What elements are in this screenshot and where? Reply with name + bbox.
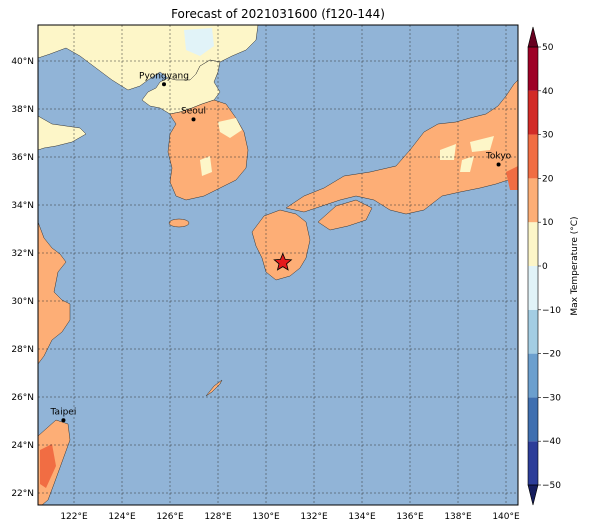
colorbar-label: Max Temperature (°C): [570, 216, 580, 315]
colorbar-segment: [528, 134, 538, 179]
colorbar-tick-label: 20: [542, 174, 554, 184]
lat-tick-labels: 22°N 24°N 26°N 28°N 30°N 32°N 34°N 36°N 38°N 40°N: [11, 57, 34, 499]
lat-tick-label: 24°N: [11, 441, 34, 451]
city-dot: [61, 418, 66, 423]
lon-tick-label: 132°E: [300, 512, 328, 522]
land-honshu: [285, 79, 518, 215]
lon-tick-label: 138°E: [444, 512, 472, 522]
lat-tick-label: 30°N: [11, 297, 34, 307]
city-label: Seoul: [181, 106, 206, 116]
colorbar-segment: [528, 309, 538, 354]
colorbar-tick-label: −50: [542, 481, 561, 491]
lat-tick-label: 40°N: [11, 57, 34, 67]
star-icon: [273, 252, 293, 271]
colorbar-tick-label: −10: [542, 306, 561, 316]
land-korea-warm-patch: [218, 118, 242, 138]
lat-tick-label: 28°N: [11, 345, 34, 355]
city-dot: [496, 162, 501, 167]
lon-tick-label: 124°E: [108, 512, 136, 522]
lat-tick-label: 26°N: [11, 393, 34, 403]
gridlines: [38, 25, 518, 505]
land-honshu-snow-1: [440, 144, 456, 160]
lat-tick-label: 22°N: [11, 489, 34, 499]
colorbar-segment: [528, 266, 538, 310]
lon-tick-label: 122°E: [60, 512, 88, 522]
colorbar-segment: [528, 90, 538, 135]
colorbar-tick-label: −20: [542, 350, 561, 360]
lon-tick-label: 134°E: [348, 512, 376, 522]
colorbar: 50 40 30 20 10 0 −10 −20 −30 −40 −50: [527, 26, 561, 506]
map-frame: [37, 24, 519, 506]
lon-tick-label: 126°E: [156, 512, 184, 522]
land-snow-patch: [184, 28, 214, 56]
lon-tick-label: 128°E: [204, 512, 232, 522]
city-label: Tokyo: [485, 151, 512, 161]
colorbar-segment: [528, 178, 538, 223]
city-label: Taipei: [50, 407, 77, 417]
colorbar-segment: [528, 353, 538, 398]
colorbar-tick-label: 40: [542, 87, 554, 97]
map-canvas: [38, 25, 518, 505]
colorbar-segment: [528, 222, 538, 266]
colorbar-under-arrow: [527, 484, 539, 506]
colorbar-over-arrow: [527, 26, 539, 48]
land-ryukyu: [205, 379, 223, 397]
lat-tick-label: 34°N: [11, 201, 34, 211]
lat-tick-label: 36°N: [11, 153, 34, 163]
land-kyushu: [251, 209, 311, 281]
city-markers: Pyongyang Seoul Tokyo Taipei: [50, 71, 512, 423]
colorbar-segment: [528, 47, 538, 91]
land-taiwan-hot-patch: [40, 444, 56, 488]
lat-tick-label: 32°N: [11, 249, 34, 259]
land-honshu-snow-3: [460, 156, 474, 172]
colorbar-tick-label: 50: [542, 43, 554, 53]
land-china-coast: [38, 221, 71, 365]
city-dot: [191, 117, 196, 122]
lon-tick-label: 140°E: [492, 512, 520, 522]
map-title: Forecast of 2021031600 (f120-144): [171, 7, 385, 21]
city-label: Pyongyang: [139, 71, 189, 81]
colorbar-segment: [528, 397, 538, 442]
land-korea-warm-patch-2: [200, 156, 212, 176]
colorbar-tick-label: 30: [542, 131, 554, 141]
lon-tick-label: 136°E: [396, 512, 424, 522]
colorbar-tick-label: 0: [542, 262, 548, 272]
land-shandong: [38, 115, 87, 151]
lon-tick-label: 130°E: [252, 512, 280, 522]
land-honshu-hot-patch: [506, 166, 518, 190]
land-jeju: [168, 218, 190, 228]
land-honshu-snow-2: [470, 136, 494, 152]
colorbar-tick-label: −30: [542, 393, 561, 403]
colorbar-tick-label: −40: [542, 437, 561, 447]
colorbar-tick-label: 10: [542, 218, 554, 228]
lon-tick-labels: 122°E 124°E 126°E 128°E 130°E 132°E 134°E 136°E…: [60, 512, 520, 522]
colorbar-segment: [528, 441, 538, 485]
lat-tick-label: 38°N: [11, 105, 34, 115]
city-dot: [162, 82, 166, 87]
